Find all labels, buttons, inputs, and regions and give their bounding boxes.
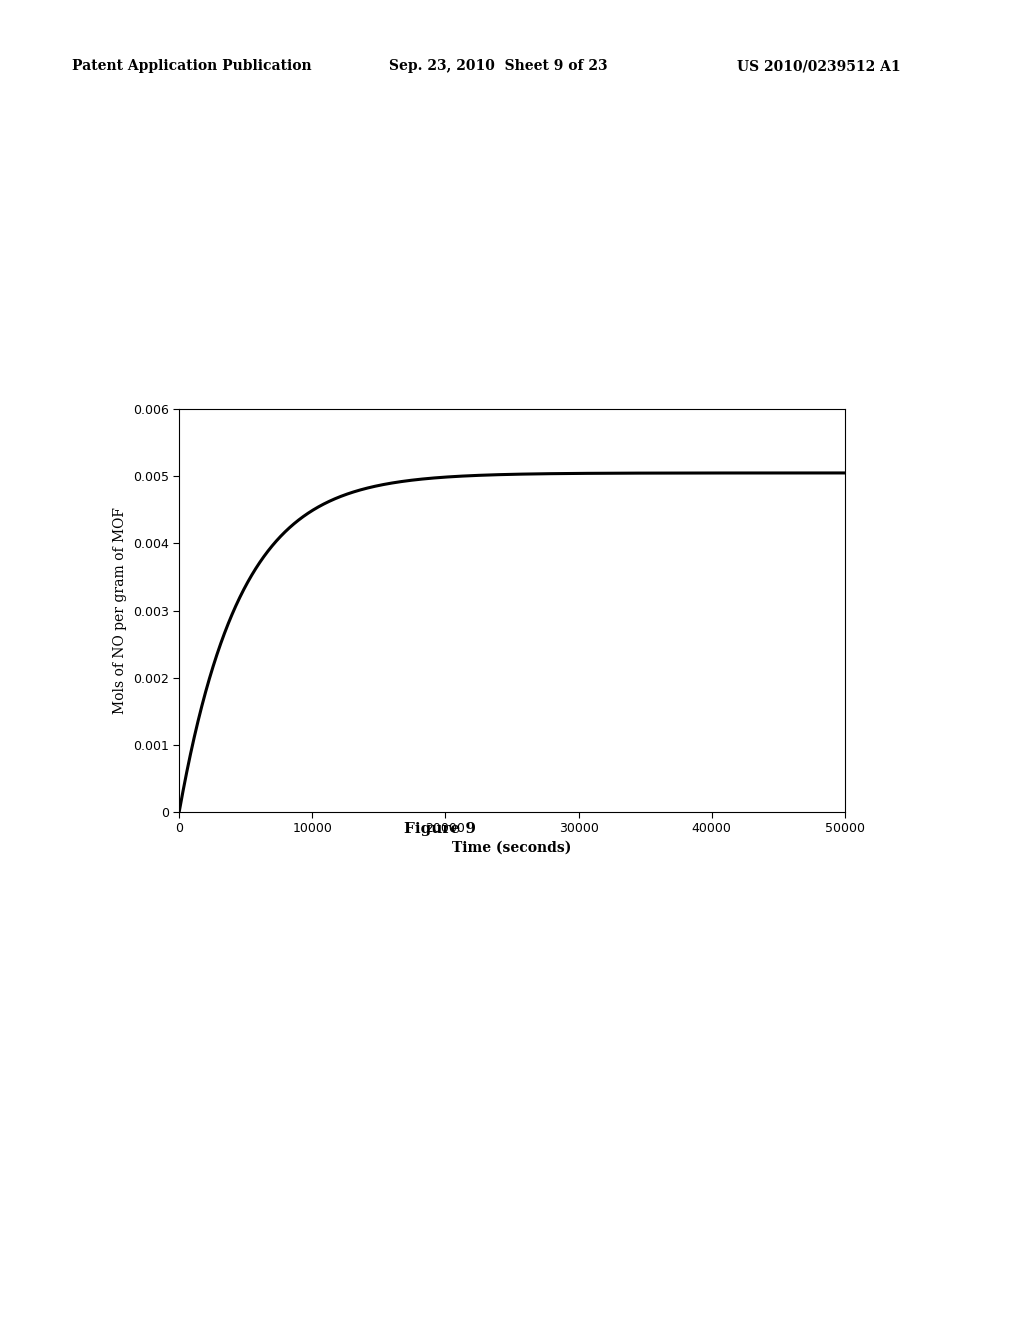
- Y-axis label: Mols of NO per gram of MOF: Mols of NO per gram of MOF: [114, 507, 127, 714]
- Text: Sep. 23, 2010  Sheet 9 of 23: Sep. 23, 2010 Sheet 9 of 23: [389, 59, 608, 74]
- Text: US 2010/0239512 A1: US 2010/0239512 A1: [737, 59, 901, 74]
- Text: Patent Application Publication: Patent Application Publication: [72, 59, 311, 74]
- Text: Figure 9: Figure 9: [404, 822, 476, 837]
- X-axis label: Time (seconds): Time (seconds): [453, 841, 571, 855]
